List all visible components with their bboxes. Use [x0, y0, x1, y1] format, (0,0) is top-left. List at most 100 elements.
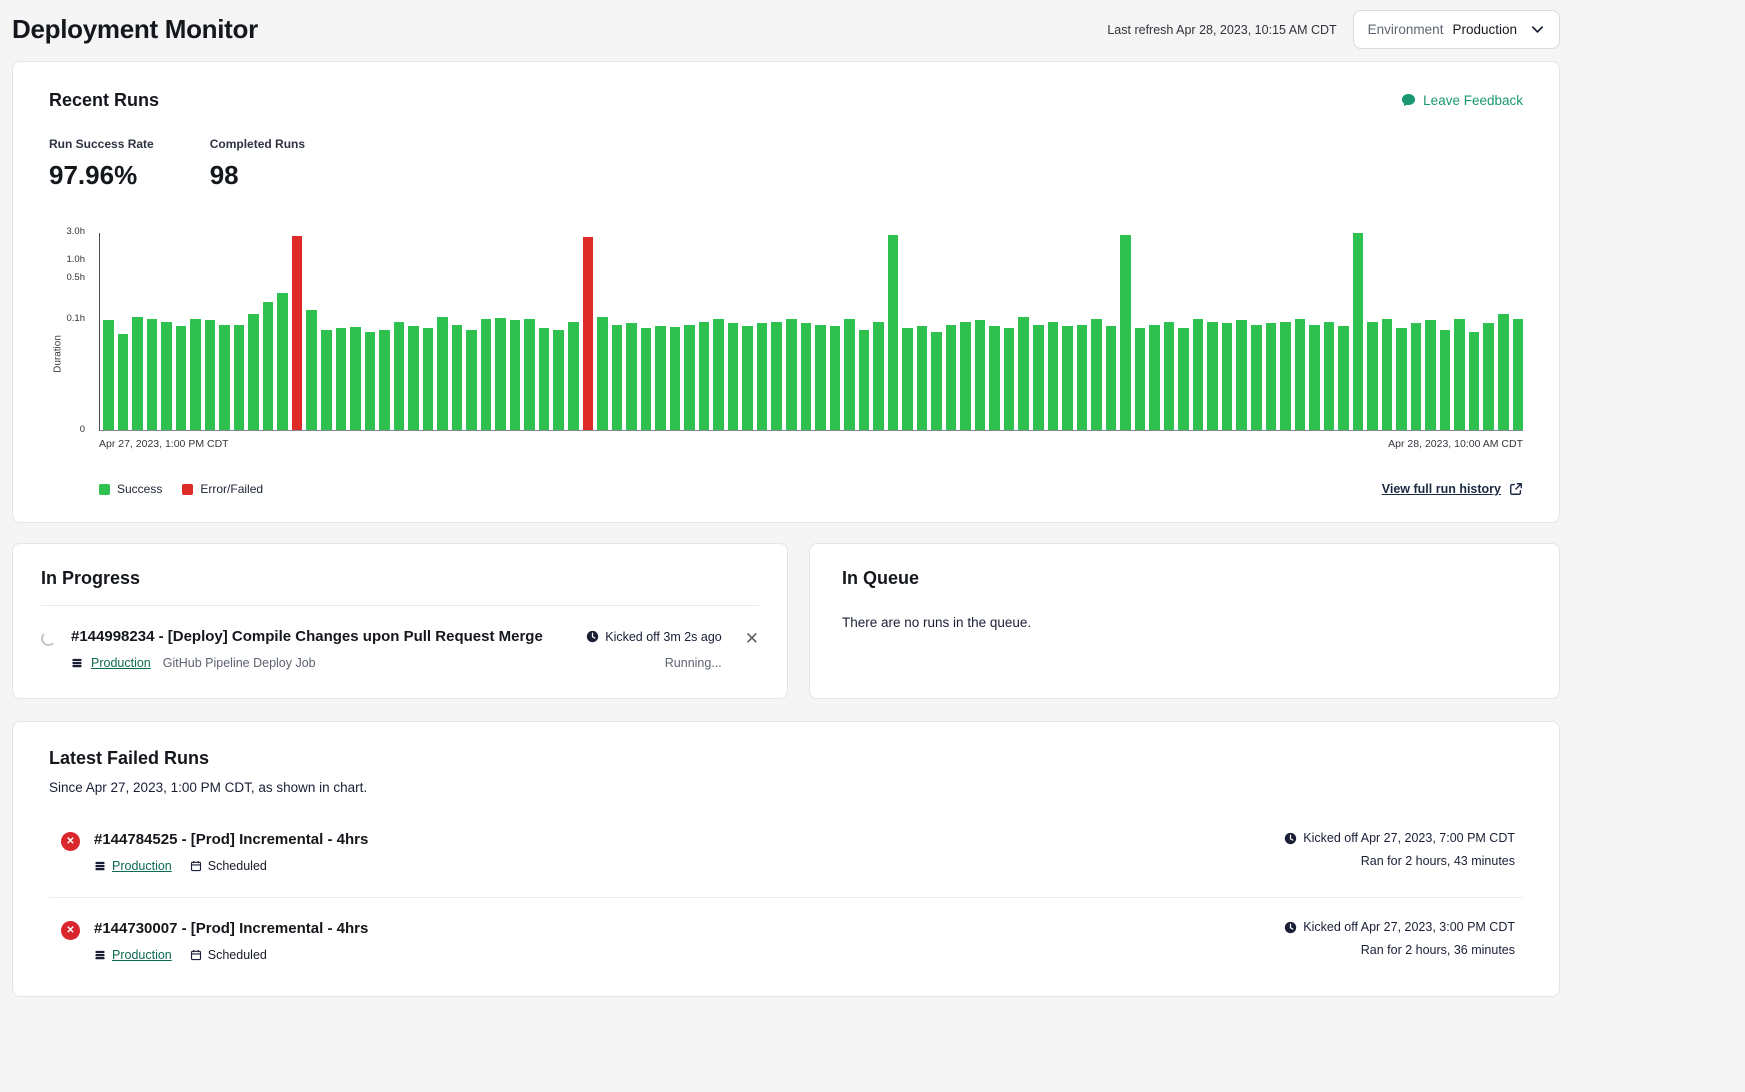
chart-bar-success[interactable]	[1440, 330, 1451, 430]
chart-bar-success[interactable]	[1295, 319, 1306, 430]
chart-bar-success[interactable]	[263, 302, 274, 430]
chart-bar-success[interactable]	[1367, 322, 1378, 430]
chart-bar-success[interactable]	[234, 325, 245, 430]
environment-link[interactable]: Production	[91, 656, 151, 670]
chart-bar-success[interactable]	[277, 293, 288, 430]
chart-bar-success[interactable]	[931, 332, 942, 430]
chart-bar-success[interactable]	[1193, 319, 1204, 430]
chart-bar-success[interactable]	[103, 320, 114, 430]
environment-link[interactable]: Production	[112, 859, 172, 873]
chart-bar-success[interactable]	[1135, 328, 1146, 430]
chart-bar-success[interactable]	[1454, 319, 1465, 430]
chart-bar-success[interactable]	[248, 314, 259, 430]
chart-bar-success[interactable]	[1396, 328, 1407, 430]
chart-bar-success[interactable]	[1353, 233, 1364, 430]
chart-bar-success[interactable]	[161, 322, 172, 430]
chart-bar-success[interactable]	[1149, 325, 1160, 430]
chart-bar-success[interactable]	[641, 328, 652, 430]
chart-bar-success[interactable]	[786, 319, 797, 430]
chart-bar-success[interactable]	[1513, 319, 1524, 430]
chart-bar-success[interactable]	[1062, 326, 1073, 430]
environment-selector[interactable]: Environment Production	[1353, 10, 1560, 49]
chart-bar-success[interactable]	[1469, 332, 1480, 430]
chart-bar-success[interactable]	[394, 322, 405, 430]
chart-bar-success[interactable]	[408, 326, 419, 430]
chart-bar-success[interactable]	[1236, 320, 1247, 430]
chart-bar-success[interactable]	[1207, 322, 1218, 430]
chart-bar-success[interactable]	[1106, 326, 1117, 430]
chart-bar-success[interactable]	[336, 328, 347, 430]
chart-bar-success[interactable]	[1324, 322, 1335, 430]
chart-bar-success[interactable]	[946, 325, 957, 430]
chart-bar-success[interactable]	[524, 319, 535, 430]
chart-bar-success[interactable]	[626, 323, 637, 430]
chart-bar-success[interactable]	[1048, 322, 1059, 430]
chart-bar-success[interactable]	[1280, 322, 1291, 430]
chart-bar-success[interactable]	[1004, 328, 1015, 430]
close-icon[interactable]: ✕	[737, 630, 759, 647]
chart-bar-success[interactable]	[437, 317, 448, 430]
chart-bar-success[interactable]	[1266, 323, 1277, 430]
chart-bar-success[interactable]	[815, 325, 826, 430]
chart-bar-success[interactable]	[1091, 319, 1102, 430]
chart-bar-success[interactable]	[553, 330, 564, 430]
chart-bar-success[interactable]	[699, 322, 710, 430]
chart-bar-success[interactable]	[1483, 323, 1494, 430]
chart-bar-success[interactable]	[960, 322, 971, 430]
chart-bar-success[interactable]	[147, 319, 158, 430]
chart-bar-success[interactable]	[350, 327, 361, 430]
chart-bar-success[interactable]	[684, 325, 695, 430]
chart-bar-success[interactable]	[306, 310, 317, 430]
chart-bar-success[interactable]	[1251, 325, 1262, 430]
chart-bar-success[interactable]	[1164, 322, 1175, 430]
chart-bar-success[interactable]	[568, 322, 579, 430]
chart-bar-success[interactable]	[1309, 325, 1320, 430]
chart-bar-success[interactable]	[1077, 325, 1088, 430]
chart-bar-failed[interactable]	[292, 236, 303, 430]
chart-bar-success[interactable]	[1222, 323, 1233, 430]
chart-bar-success[interactable]	[205, 320, 216, 430]
chart-bar-success[interactable]	[757, 323, 768, 430]
leave-feedback-link[interactable]: Leave Feedback	[1401, 93, 1523, 108]
chart-bar-success[interactable]	[801, 323, 812, 430]
chart-bar-success[interactable]	[670, 327, 681, 430]
chart-bar-success[interactable]	[219, 325, 230, 430]
chart-bar-success[interactable]	[379, 330, 390, 430]
view-full-run-history-link[interactable]: View full run history	[1382, 482, 1523, 496]
chart-bar-success[interactable]	[888, 235, 899, 430]
chart-bar-success[interactable]	[1425, 320, 1436, 430]
chart-bar-success[interactable]	[1120, 235, 1131, 430]
chart-bar-success[interactable]	[481, 319, 492, 430]
chart-bar-success[interactable]	[466, 330, 477, 430]
chart-bar-success[interactable]	[771, 322, 782, 430]
chart-bar-success[interactable]	[452, 325, 463, 430]
chart-bar-success[interactable]	[423, 328, 434, 430]
chart-bar-success[interactable]	[321, 330, 332, 430]
chart-bar-success[interactable]	[902, 328, 913, 430]
chart-bar-success[interactable]	[132, 317, 143, 430]
chart-bar-success[interactable]	[1178, 328, 1189, 430]
chart-bar-success[interactable]	[1382, 319, 1393, 430]
environment-link[interactable]: Production	[112, 948, 172, 962]
chart-bar-success[interactable]	[365, 332, 376, 430]
chart-bar-success[interactable]	[190, 319, 201, 430]
chart-bar-success[interactable]	[118, 334, 129, 430]
chart-bar-success[interactable]	[844, 319, 855, 430]
chart-bar-success[interactable]	[728, 323, 739, 430]
chart-bar-success[interactable]	[597, 317, 608, 430]
chart-bar-failed[interactable]	[583, 237, 594, 430]
chart-bar-success[interactable]	[713, 319, 724, 430]
chart-bar-success[interactable]	[1033, 325, 1044, 430]
chart-bar-success[interactable]	[510, 320, 521, 430]
chart-bar-success[interactable]	[873, 322, 884, 430]
chart-bar-success[interactable]	[495, 318, 506, 430]
chart-bar-success[interactable]	[917, 326, 928, 430]
chart-bar-success[interactable]	[1411, 323, 1422, 430]
chart-bar-success[interactable]	[176, 326, 187, 430]
chart-bar-success[interactable]	[859, 330, 870, 430]
chart-bar-success[interactable]	[975, 320, 986, 430]
chart-bar-success[interactable]	[1498, 314, 1509, 430]
chart-bar-success[interactable]	[655, 326, 666, 430]
chart-bar-success[interactable]	[612, 325, 623, 430]
chart-bar-success[interactable]	[989, 326, 1000, 430]
